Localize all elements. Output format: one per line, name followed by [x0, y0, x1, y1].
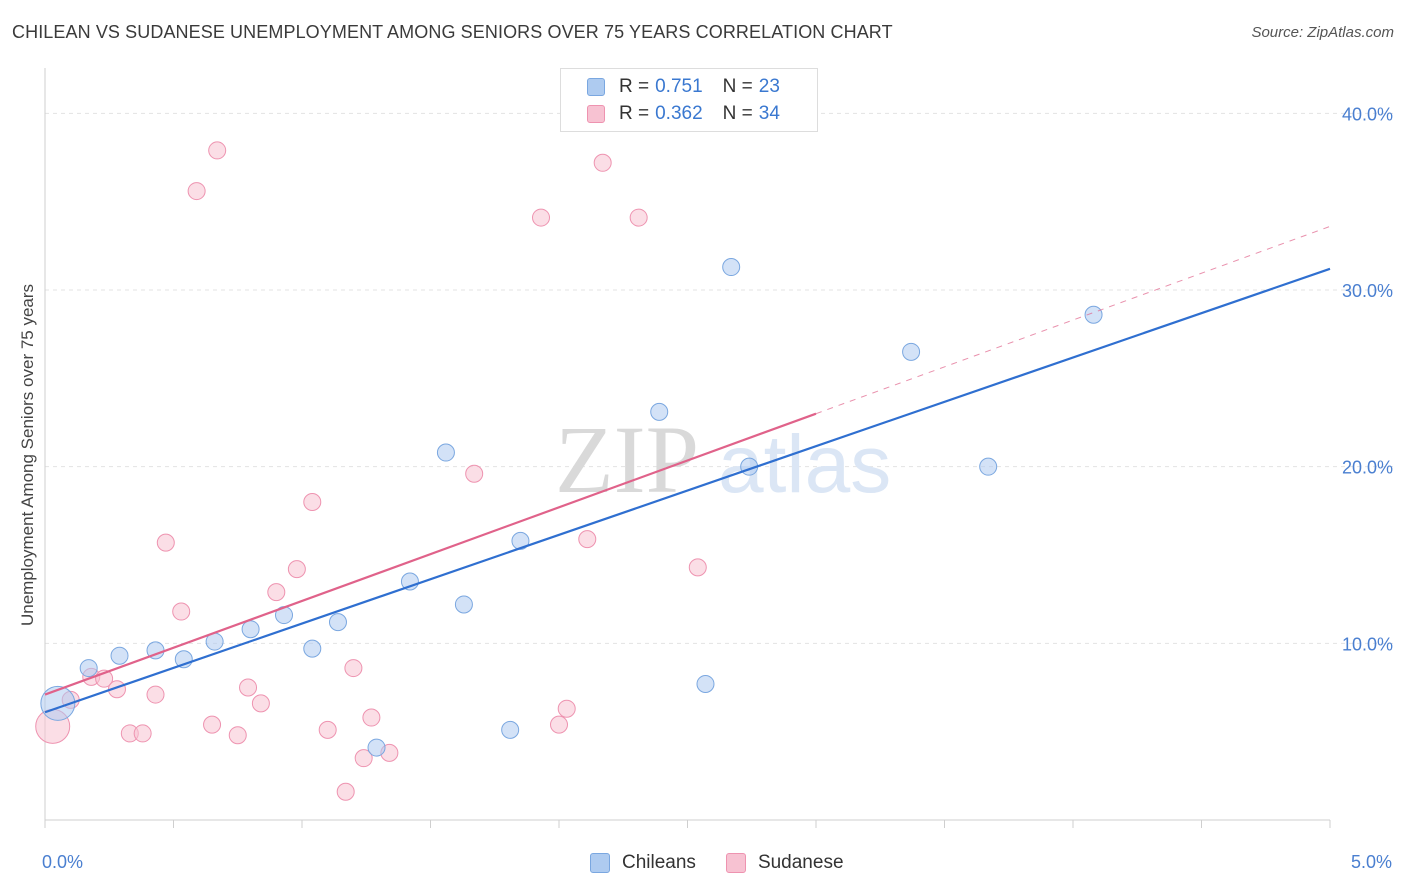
sudanese-point — [187, 182, 206, 201]
chileans-point — [241, 620, 260, 639]
legend-label-chileans: Chileans — [622, 852, 696, 873]
legend-r-label: R = — [619, 103, 650, 124]
chileans-point — [436, 443, 455, 462]
sudanese-point — [318, 720, 337, 739]
sudanese-point — [532, 208, 551, 227]
watermark: ZIP atlas — [555, 406, 891, 513]
sudanese-point — [133, 724, 152, 743]
y-tick-label: 20.0% — [1342, 458, 1393, 478]
legend-r-value: 0.362 — [655, 103, 703, 124]
legend-label-sudanese: Sudanese — [757, 852, 844, 873]
source-label: Source: ZipAtlas.com — [1251, 24, 1394, 41]
sudanese-point — [203, 715, 222, 734]
legend-n-value: 23 — [758, 76, 780, 97]
sudanese-point — [172, 602, 191, 621]
sudanese-point — [578, 530, 597, 549]
chileans-swatch-icon — [587, 78, 605, 96]
stats-legend: R = 0.751 N = 23 R = 0.362 N = 34 — [560, 68, 818, 132]
sudanese-point — [550, 715, 568, 734]
legend-n-value: 34 — [758, 103, 780, 124]
chileans-point — [328, 613, 347, 632]
legend-n-label: N = — [722, 103, 753, 124]
sudanese-point — [593, 153, 612, 172]
legend-n-label: N = — [722, 76, 753, 97]
chileans-point — [501, 720, 520, 739]
sudanese-point — [208, 141, 227, 160]
sudanese-trend-line — [44, 412, 817, 696]
sudanese-point — [688, 558, 707, 577]
legend-r-value: 0.751 — [655, 76, 703, 97]
sudanese-point — [239, 678, 258, 697]
series-legend: Chileans Sudanese — [590, 852, 874, 874]
sudanese-point — [303, 493, 322, 511]
chileans-point — [40, 685, 76, 721]
x-tick-label-max: 5.0% — [1350, 852, 1392, 872]
chileans-point — [79, 659, 98, 678]
chileans-point — [303, 639, 322, 658]
chileans-point — [722, 258, 741, 277]
x-tick-label-min: 0.0% — [42, 852, 84, 872]
trend-lines — [44, 225, 1331, 714]
chart-title: CHILEAN VS SUDANESE UNEMPLOYMENT AMONG S… — [12, 22, 893, 42]
sudanese-point — [354, 749, 373, 768]
y-tick-label: 40.0% — [1342, 104, 1393, 124]
sudanese-point — [362, 708, 381, 727]
chileans-swatch-icon — [590, 853, 610, 873]
sudanese-point — [287, 560, 306, 579]
chileans-point — [979, 457, 998, 476]
sudanese-trend-extension — [815, 225, 1331, 415]
sudanese-point — [557, 699, 576, 718]
legend-item-chileans[interactable]: Chileans — [590, 852, 696, 874]
y-tick-label: 30.0% — [1342, 281, 1393, 301]
sudanese-swatch-icon — [725, 853, 746, 873]
chileans-point — [696, 674, 715, 693]
chileans-point — [902, 342, 921, 361]
chileans-point — [650, 402, 669, 421]
sudanese-point — [251, 694, 270, 713]
sudanese-point — [156, 533, 175, 552]
sudanese-point — [267, 583, 286, 602]
chileans-trend-line — [44, 267, 1331, 714]
legend-item-sudanese[interactable]: Sudanese — [725, 852, 844, 874]
chileans-points — [40, 258, 1103, 757]
watermark-zip: ZIP — [555, 406, 699, 513]
sudanese-point — [336, 782, 355, 801]
sudanese-point — [629, 208, 648, 227]
sudanese-point — [146, 685, 165, 704]
y-tick-labels: 10.0% 20.0% 30.0% 40.0% — [1342, 104, 1393, 654]
legend-r-label: R = — [619, 76, 650, 97]
chileans-point — [454, 595, 473, 614]
legend-row-sudanese: R = 0.362 N = 34 — [587, 102, 780, 126]
sudanese-point — [228, 726, 247, 745]
legend-row-chileans: R = 0.751 N = 23 — [587, 75, 780, 99]
sudanese-point — [344, 659, 363, 678]
sudanese-swatch-icon — [587, 105, 605, 123]
chileans-point — [511, 531, 530, 550]
chileans-point — [110, 646, 129, 665]
y-tick-label: 10.0% — [1342, 634, 1393, 654]
sudanese-point — [465, 464, 484, 483]
chileans-point — [367, 738, 386, 757]
grid-lines — [45, 112, 1395, 644]
